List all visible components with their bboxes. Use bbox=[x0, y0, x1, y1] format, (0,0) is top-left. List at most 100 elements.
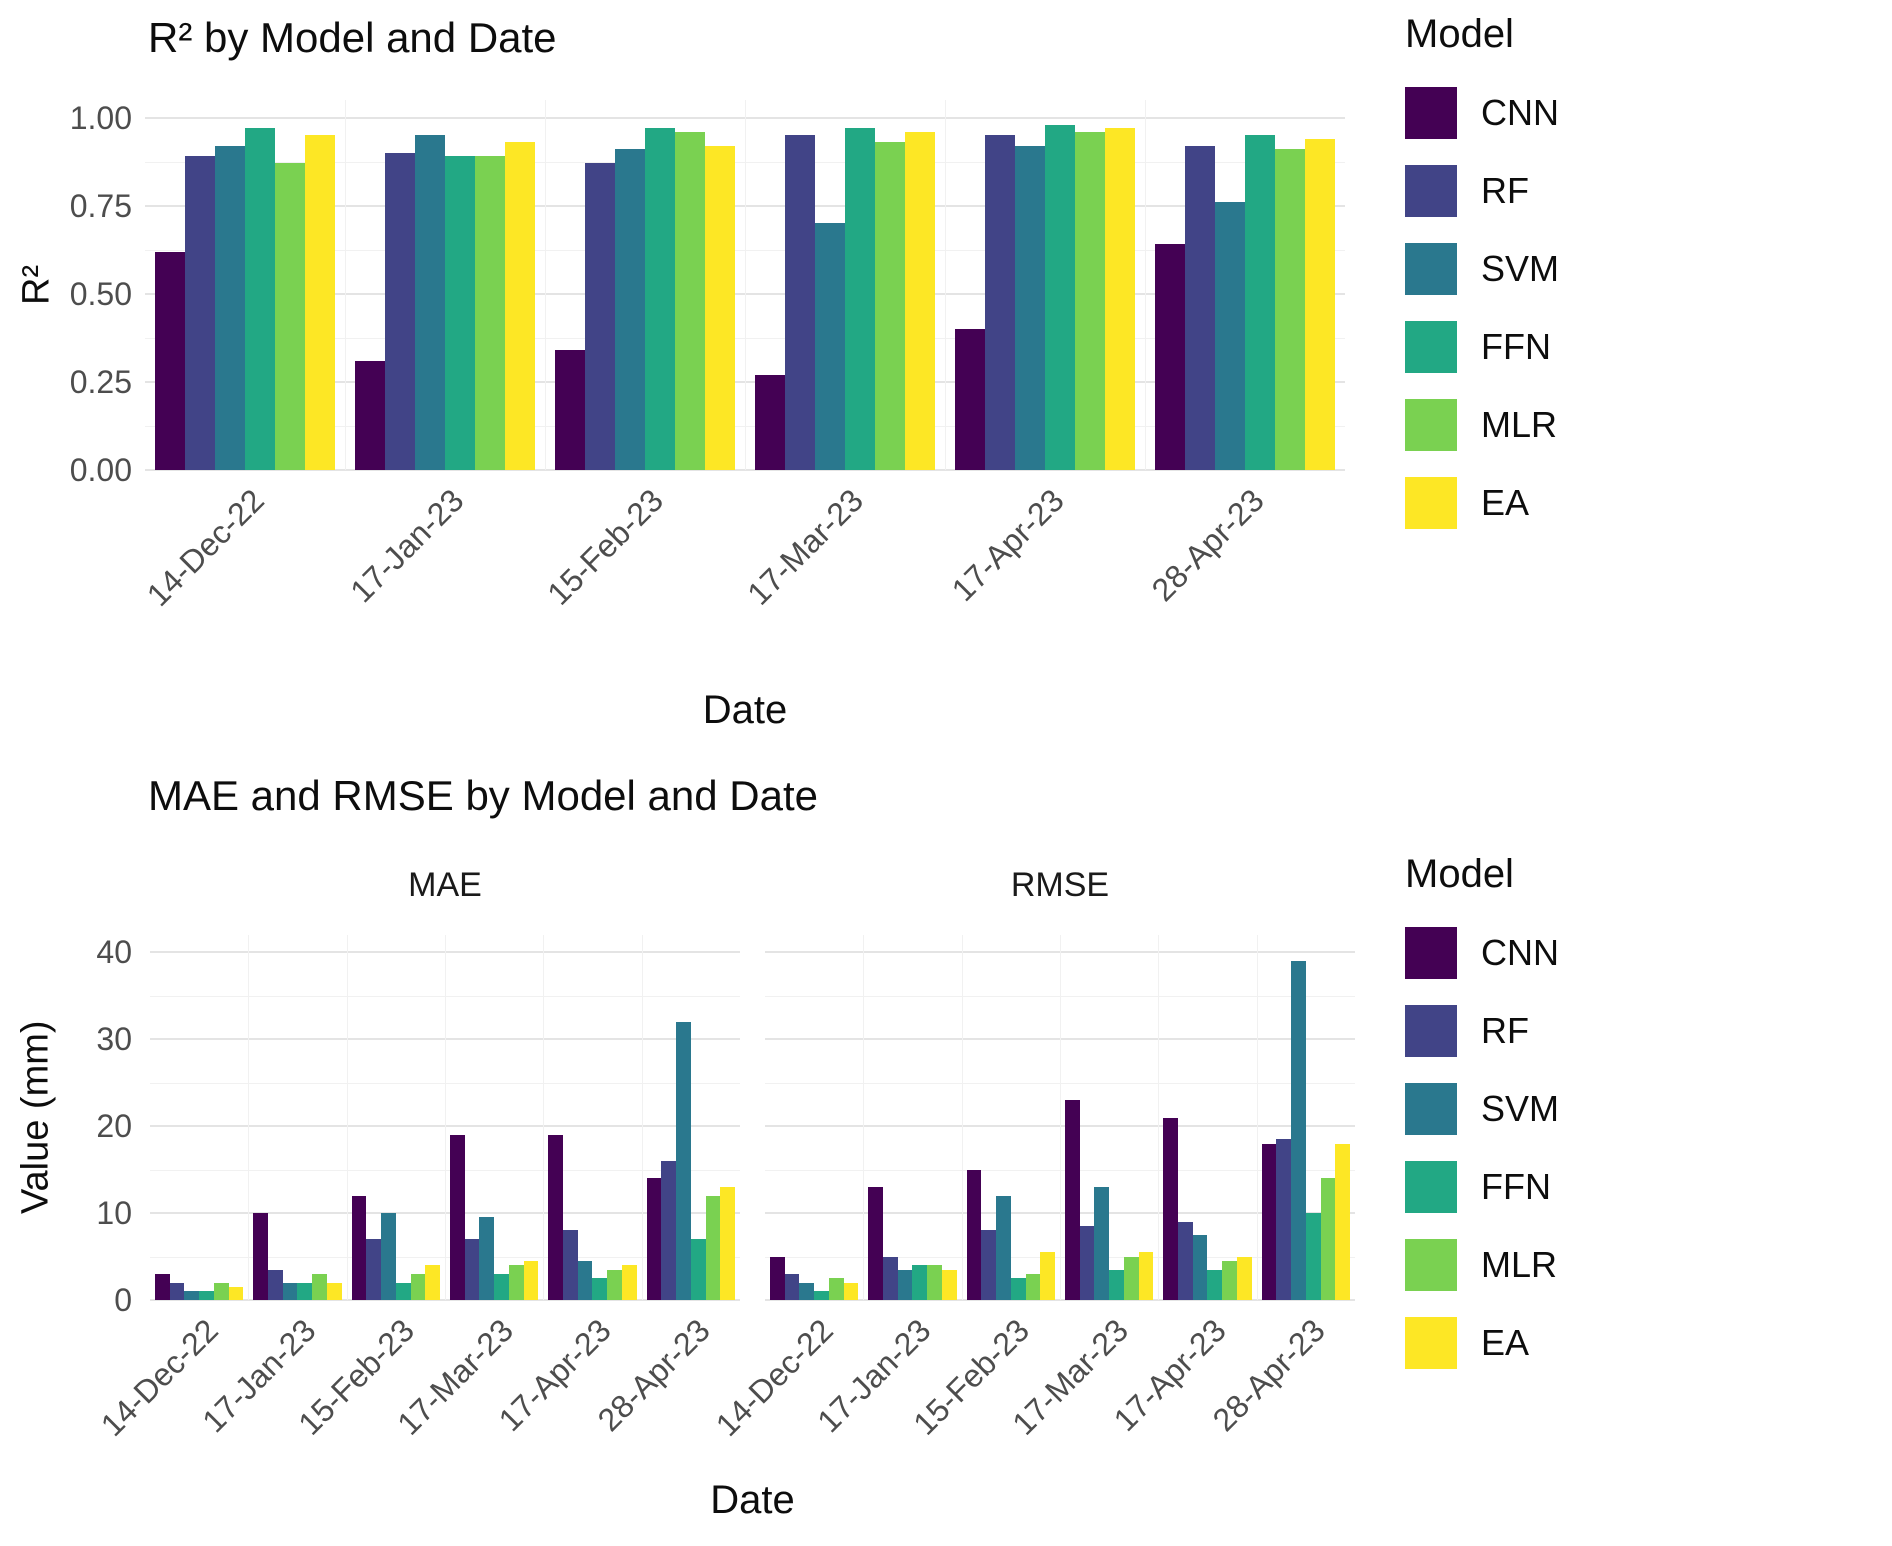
x-tick-text: 15-Feb-23 bbox=[540, 482, 671, 612]
r2-y-axis-ticks: 0.00 0.25 0.50 0.75 1.00 bbox=[38, 100, 132, 486]
bar-cnn bbox=[449, 1134, 465, 1300]
bar-ea bbox=[705, 145, 735, 470]
bar-group bbox=[345, 100, 545, 470]
bar-rf bbox=[981, 1230, 997, 1300]
bar-ffn bbox=[592, 1278, 608, 1300]
bar-group bbox=[863, 935, 961, 1300]
bar-ea bbox=[305, 135, 335, 470]
r2-x-axis-title: Date bbox=[702, 688, 788, 732]
error-x-axis-title: Date bbox=[710, 1478, 795, 1522]
bar-rf bbox=[366, 1239, 382, 1300]
bar-ea bbox=[843, 1282, 859, 1300]
svm-color-swatch bbox=[1405, 243, 1457, 295]
bar-ea bbox=[1105, 128, 1135, 470]
legend-entry-svm: SVM bbox=[1405, 243, 1845, 295]
bar-mlr bbox=[1025, 1273, 1041, 1300]
major-gridline bbox=[765, 1299, 1355, 1301]
svm-color-swatch bbox=[1405, 1083, 1457, 1135]
legend-entry-label: CNN bbox=[1481, 932, 1559, 973]
legend-entry-label: EA bbox=[1481, 1322, 1530, 1363]
legend-entry-label: RF bbox=[1481, 170, 1529, 211]
ffn-color-swatch bbox=[1405, 321, 1457, 373]
bar-cnn bbox=[355, 360, 385, 470]
bar-cnn bbox=[155, 251, 185, 470]
bar-cnn bbox=[555, 350, 585, 470]
bar-cnn bbox=[1163, 1117, 1179, 1300]
bar-ffn bbox=[1207, 1269, 1223, 1300]
bar-svm bbox=[184, 1291, 200, 1300]
bar-mlr bbox=[1275, 149, 1305, 470]
x-tick-text: 17-Apr-23 bbox=[944, 482, 1071, 609]
bar-cnn bbox=[155, 1273, 170, 1300]
bar-ffn bbox=[645, 128, 675, 470]
y-tick-label: 20 bbox=[96, 1108, 132, 1145]
legend-entry-label: FFN bbox=[1481, 326, 1551, 367]
y-tick-label: 30 bbox=[96, 1021, 132, 1058]
bar-ea bbox=[228, 1286, 244, 1300]
bar-rf bbox=[661, 1160, 677, 1300]
bar-svm bbox=[1015, 145, 1045, 470]
bar-mlr bbox=[1222, 1260, 1237, 1300]
bar-rf bbox=[985, 135, 1015, 470]
bar-rf bbox=[1276, 1139, 1292, 1300]
legend-entry-label: MLR bbox=[1481, 1244, 1558, 1285]
bar-svm bbox=[479, 1217, 495, 1300]
bar-group bbox=[445, 935, 543, 1300]
legend-entry-svm: SVM bbox=[1405, 1083, 1845, 1135]
legend-entry-cnn: CNN bbox=[1405, 927, 1845, 979]
bar-group bbox=[1158, 935, 1256, 1300]
r2-plot-panel bbox=[145, 100, 1345, 471]
bar-svm bbox=[415, 135, 445, 470]
vertical-gridline bbox=[346, 935, 348, 1300]
bar-groups bbox=[145, 100, 1345, 470]
bar-ffn bbox=[297, 1282, 313, 1300]
y-tick-label: 0.00 bbox=[69, 452, 132, 488]
vertical-gridline bbox=[1060, 935, 1061, 1300]
bar-svm bbox=[799, 1282, 815, 1300]
legend-entry-rf: RF bbox=[1405, 165, 1845, 217]
vertical-gridline bbox=[1145, 100, 1146, 470]
bar-rf bbox=[1178, 1221, 1193, 1300]
y-tick-label: 40 bbox=[96, 934, 132, 971]
vertical-gridline bbox=[961, 935, 963, 1300]
bar-rf bbox=[563, 1230, 578, 1300]
legend-entry-label: MLR bbox=[1481, 404, 1558, 445]
facet-label-mae: MAE bbox=[408, 866, 482, 904]
bar-ffn bbox=[494, 1273, 509, 1300]
bar-group bbox=[1145, 100, 1345, 470]
ea-color-swatch bbox=[1405, 1317, 1457, 1369]
r2-chart-title: R² by Model and Date bbox=[148, 14, 557, 61]
bar-rf bbox=[785, 135, 815, 470]
mae-plot-panel bbox=[150, 935, 740, 1301]
bar-rf bbox=[1079, 1226, 1095, 1300]
vertical-gridline bbox=[543, 935, 545, 1300]
y-tick-label: 10 bbox=[96, 1195, 132, 1232]
x-tick-text: 17-Jan-23 bbox=[343, 482, 471, 610]
bar-ea bbox=[425, 1265, 440, 1300]
vertical-gridline bbox=[745, 100, 746, 470]
y-tick-label: 0.25 bbox=[69, 363, 132, 400]
bar-mlr bbox=[1123, 1256, 1139, 1300]
rmse-x-axis-ticks: 14-Dec-22 17-Jan-23 15-Feb-23 17-Mar-23 17-A… bbox=[709, 1300, 1355, 1480]
bar-mlr bbox=[607, 1269, 622, 1300]
y-tick-label: 0 bbox=[114, 1282, 132, 1318]
error-chart-title: MAE and RMSE by Model and Date bbox=[148, 772, 818, 819]
bar-group bbox=[543, 935, 641, 1300]
error-y-axis-ticks: 0 10 20 30 40 bbox=[44, 934, 132, 1316]
bar-rf bbox=[385, 152, 415, 470]
legend-entry-mlr: MLR bbox=[1405, 1239, 1845, 1291]
bar-mlr bbox=[275, 163, 305, 470]
legend-entry-label: SVM bbox=[1481, 248, 1560, 289]
bar-ea bbox=[621, 1265, 637, 1300]
vertical-gridline bbox=[545, 100, 546, 470]
bar-cnn bbox=[755, 374, 785, 470]
rmse-plot-panel bbox=[765, 935, 1355, 1301]
mae-x-axis-ticks: 14-Dec-22 17-Jan-23 15-Feb-23 17-Mar-23 17-A… bbox=[94, 1300, 740, 1480]
bar-ffn bbox=[445, 156, 475, 470]
legend-entries: CNN RF SVM FFN MLR EA bbox=[1405, 87, 1845, 529]
bar-groups bbox=[150, 935, 740, 1300]
bar-cnn bbox=[770, 1256, 785, 1300]
bar-svm bbox=[676, 1021, 691, 1300]
bar-rf bbox=[169, 1282, 185, 1300]
legend-entry-label: EA bbox=[1481, 482, 1530, 523]
